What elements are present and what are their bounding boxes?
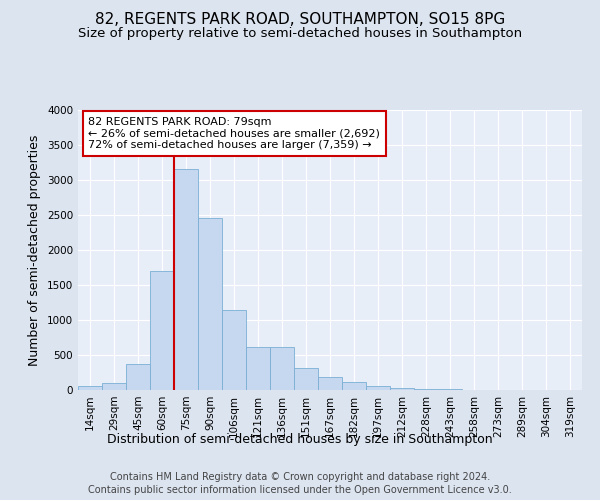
Bar	[126, 364, 150, 390]
Bar	[78, 386, 102, 390]
Bar	[270, 346, 294, 390]
Bar	[366, 386, 390, 390]
Text: 82, REGENTS PARK ROAD, SOUTHAMPTON, SO15 8PG: 82, REGENTS PARK ROAD, SOUTHAMPTON, SO15…	[95, 12, 505, 28]
Bar	[246, 346, 270, 390]
Bar	[150, 271, 174, 390]
Text: 82 REGENTS PARK ROAD: 79sqm
← 26% of semi-detached houses are smaller (2,692)
72: 82 REGENTS PARK ROAD: 79sqm ← 26% of sem…	[88, 117, 380, 150]
Bar	[198, 218, 222, 390]
Bar	[342, 382, 366, 390]
Bar	[294, 368, 318, 390]
Text: Size of property relative to semi-detached houses in Southampton: Size of property relative to semi-detach…	[78, 28, 522, 40]
Bar	[222, 310, 246, 390]
Text: Contains HM Land Registry data © Crown copyright and database right 2024.: Contains HM Land Registry data © Crown c…	[110, 472, 490, 482]
Text: Distribution of semi-detached houses by size in Southampton: Distribution of semi-detached houses by …	[107, 432, 493, 446]
Bar	[102, 383, 126, 390]
Bar	[390, 388, 414, 390]
Bar	[318, 377, 342, 390]
Y-axis label: Number of semi-detached properties: Number of semi-detached properties	[28, 134, 41, 366]
Text: Contains public sector information licensed under the Open Government Licence v3: Contains public sector information licen…	[88, 485, 512, 495]
Bar	[174, 170, 198, 390]
Bar	[414, 389, 438, 390]
